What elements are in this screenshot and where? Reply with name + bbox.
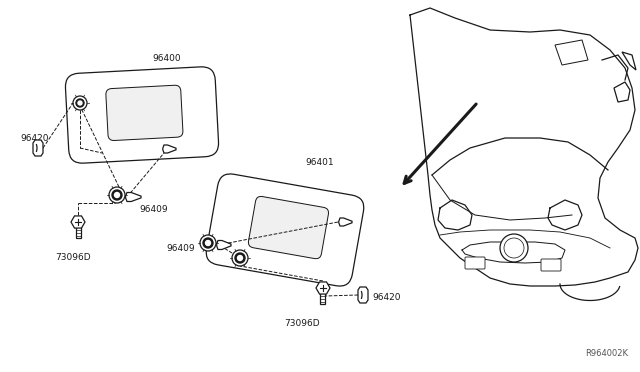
Polygon shape [125, 192, 141, 202]
Circle shape [115, 192, 120, 198]
Circle shape [112, 190, 122, 200]
Polygon shape [217, 241, 231, 250]
Polygon shape [316, 282, 330, 294]
Circle shape [109, 187, 125, 203]
Polygon shape [555, 40, 588, 65]
Circle shape [200, 235, 216, 251]
Polygon shape [163, 145, 176, 153]
Polygon shape [33, 140, 43, 156]
Polygon shape [358, 287, 368, 303]
Polygon shape [622, 52, 636, 70]
Text: 73096D: 73096D [55, 253, 91, 263]
Circle shape [78, 101, 82, 105]
Circle shape [235, 253, 245, 263]
Text: 96401: 96401 [306, 157, 334, 167]
Circle shape [504, 238, 524, 258]
Bar [321, 288, 326, 304]
Circle shape [203, 238, 213, 248]
Text: R964002K: R964002K [585, 349, 628, 358]
FancyBboxPatch shape [206, 174, 364, 286]
Circle shape [232, 250, 248, 266]
FancyBboxPatch shape [65, 67, 218, 163]
Polygon shape [614, 82, 630, 102]
Text: 96420: 96420 [372, 294, 401, 302]
Circle shape [500, 234, 528, 262]
Polygon shape [71, 216, 85, 228]
FancyBboxPatch shape [465, 257, 485, 269]
Bar [76, 222, 81, 238]
Text: 96409: 96409 [139, 205, 168, 214]
Circle shape [237, 256, 243, 260]
Circle shape [205, 241, 211, 246]
Polygon shape [339, 218, 352, 226]
FancyBboxPatch shape [248, 196, 328, 259]
FancyBboxPatch shape [541, 259, 561, 271]
Circle shape [76, 99, 84, 107]
FancyBboxPatch shape [106, 85, 183, 141]
Text: 96400: 96400 [153, 54, 181, 62]
Text: 73096D: 73096D [284, 318, 320, 327]
Text: 96420: 96420 [20, 134, 49, 142]
Circle shape [73, 96, 87, 110]
Text: 96409: 96409 [166, 244, 195, 253]
